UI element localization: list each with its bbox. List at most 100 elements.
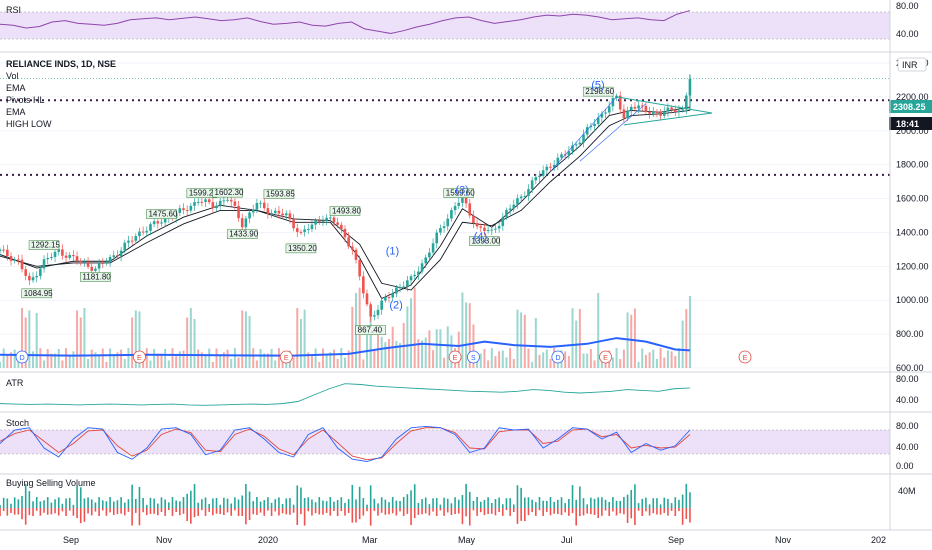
candle-body <box>453 205 457 211</box>
bsv-buy-bar <box>457 499 460 508</box>
bsv-buy-bar <box>116 500 119 508</box>
candle-body <box>156 221 160 224</box>
bsv-sell-bar <box>101 508 104 511</box>
currency-selector[interactable]: INR <box>897 57 927 72</box>
bsv-sell-bar <box>230 508 233 516</box>
bsv-buy-bar <box>318 497 321 508</box>
volume-bar <box>90 349 93 368</box>
bsv-sell-bar <box>105 508 108 516</box>
candle-body <box>178 208 182 213</box>
volume-bar <box>325 354 328 368</box>
price-tick-label: 600.00 <box>896 363 924 373</box>
stoch-band <box>0 430 890 454</box>
bsv-buy-bar <box>659 504 662 508</box>
candle-body <box>299 231 303 233</box>
event-badge <box>599 350 612 364</box>
bsv-buy-bar <box>454 497 456 508</box>
bsv-buy-bar <box>513 504 515 508</box>
candle-body <box>358 259 361 277</box>
volume-bar <box>182 350 185 368</box>
candle-body <box>387 297 391 299</box>
bsv-sell-bar <box>285 508 288 515</box>
candle-body <box>523 195 527 197</box>
bsv-buy-bar <box>648 504 651 508</box>
volume-bar <box>450 335 453 368</box>
volume-bar <box>406 306 409 368</box>
candle-body <box>402 286 405 288</box>
bsv-buy-bar <box>79 487 82 508</box>
volume-bar <box>468 303 471 368</box>
bsv-buy-bar <box>355 499 357 508</box>
candle-body <box>226 199 229 201</box>
volume-bar <box>340 348 343 368</box>
candle-body <box>424 257 428 264</box>
candle-body <box>362 276 365 294</box>
volume-bar <box>637 361 640 368</box>
candle-body <box>50 256 53 258</box>
bsv-sell-bar <box>586 508 588 514</box>
bsv-buy-bar <box>395 500 398 508</box>
candle-body <box>9 256 13 261</box>
volume-bar <box>244 311 247 368</box>
bsv-buy-bar <box>546 500 548 508</box>
bsv-buy-bar <box>131 484 133 508</box>
bsv-sell-bar <box>612 508 614 512</box>
bsv-sell-bar <box>234 508 236 511</box>
bsv-sell-bar <box>329 508 332 516</box>
candle-body <box>600 113 604 118</box>
volume-bar <box>670 351 673 368</box>
event-badge-label: E <box>743 355 748 362</box>
candle-body <box>79 260 83 262</box>
bsv-sell-bar <box>560 508 563 516</box>
candle-body <box>655 111 659 113</box>
bsv-sell-bar <box>146 508 148 516</box>
bsv-tick-40m: 40M <box>898 486 916 496</box>
last-price-tag: 2308.25 <box>889 100 932 113</box>
bsv-buy-bar <box>90 499 93 508</box>
volume-bar <box>57 348 60 368</box>
bsv-buy-bar <box>219 504 221 508</box>
candle-body <box>306 229 310 231</box>
bsv-sell-bar <box>190 508 192 524</box>
bsv-sell-bar <box>157 508 159 516</box>
volume-bar <box>677 348 680 368</box>
candle-body <box>6 249 9 257</box>
candle-body <box>112 255 116 257</box>
bsv-buy-bar <box>652 498 655 508</box>
candle-body <box>262 202 266 209</box>
bsv-buy-bar <box>281 504 284 508</box>
support-resistance-levels <box>0 78 890 176</box>
bsv-buy-bar <box>241 495 244 508</box>
rsi-pane: RSI 80.00 40.00 <box>0 1 919 40</box>
bsv-sell-bar <box>421 508 423 515</box>
volume-bar <box>2 348 5 368</box>
bsv-buy-bar <box>28 491 31 508</box>
volume-bar <box>663 357 666 368</box>
candle-body <box>446 218 450 227</box>
volume-bar <box>32 351 35 368</box>
bsv-sell-bar <box>134 508 137 513</box>
bsv-sell-bar <box>623 508 625 515</box>
candle-body <box>97 262 101 269</box>
bsv-sell-bar <box>138 508 141 526</box>
candle-body <box>229 199 233 202</box>
pivot-label-box <box>285 243 317 254</box>
time-axis[interactable]: Sep Nov 2020 Mar May Jul Sep Nov 202 <box>63 535 886 545</box>
bsv-sell-bar <box>248 508 251 521</box>
bsv-sell-bar <box>307 508 310 512</box>
bsv-sell-bar <box>479 508 482 513</box>
bsv-buy-bar <box>57 497 60 508</box>
price-pane[interactable]: 1084.95 1292.15 1181.80 1475.60 1599.251602.… <box>0 57 932 373</box>
stoch-pane: Stoch 80.00 40.00 0.00 <box>0 418 919 471</box>
bsv-buy-bar <box>601 497 603 508</box>
candle-body <box>259 202 262 204</box>
bsv-sell-bar <box>681 508 684 525</box>
bsv-sell-bar <box>384 508 387 515</box>
candle-body <box>123 242 127 251</box>
bsv-sell-bar <box>175 508 177 513</box>
bsv-sell-bar <box>362 508 365 516</box>
stoch-label: Stoch <box>6 418 29 428</box>
volume-bar <box>98 354 101 368</box>
volume-bar <box>564 351 567 368</box>
